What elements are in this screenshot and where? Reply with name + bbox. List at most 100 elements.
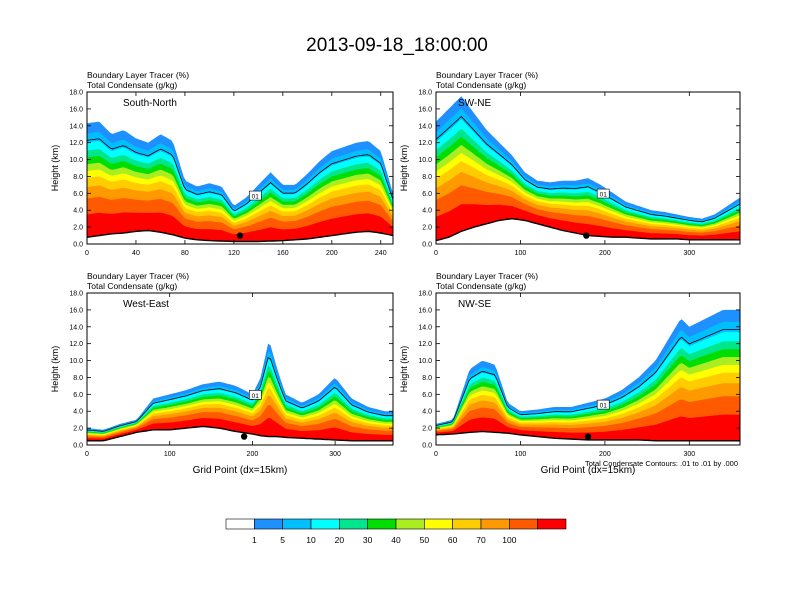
y-tick-label: 10.0: [69, 358, 83, 365]
y-tick-label: 2.0: [422, 426, 432, 433]
colorbar-label: 10: [306, 535, 316, 545]
colorbar-label: 100: [502, 535, 516, 545]
y-tick-label: 18.0: [418, 90, 432, 97]
y-tick-label: 10.0: [69, 157, 83, 164]
y-tick-label: 6.0: [422, 392, 432, 399]
plot-area: 01: [87, 92, 393, 244]
y-tick-label: 8.0: [422, 174, 432, 181]
colorbar-swatch: [480, 518, 510, 530]
condensate-contour: [87, 356, 393, 432]
panels: 01 0.0 2.0 4.0 6.0 8.0 10.0 12.0 14.0 16.0 18.0 0 40…: [50, 70, 741, 476]
x-tick-label: 0: [85, 250, 89, 257]
y-tick-label: 18.0: [418, 291, 432, 298]
x-tick-label: 40: [132, 250, 140, 257]
panel-3: 01 0.0 2.0 4.0 6.0 8.0 10.0 12.0 14.0 16.0 18.0 0 10…: [399, 271, 741, 476]
panel-1: 01 0.0 2.0 4.0 6.0 8.0 10.0 12.0 14.0 16.0 18.0 0 10…: [399, 70, 741, 257]
location-marker: [236, 232, 244, 239]
y-tick-label: 2.0: [73, 426, 83, 433]
y-tick-label: 4.0: [422, 409, 432, 416]
contour-label-box: [249, 390, 262, 400]
y-tick-label: 16.0: [69, 106, 83, 113]
y-tick-label: 14.0: [418, 123, 432, 130]
y-tick-label: 16.0: [418, 106, 432, 113]
y-tick-label: 6.0: [73, 191, 83, 198]
y-tick-label: 16.0: [418, 307, 432, 314]
y-tick-label: 2.0: [73, 225, 83, 232]
y-tick-label: 12.0: [418, 140, 432, 147]
plot-frame: [435, 292, 741, 446]
x-tick-label: 200: [599, 250, 611, 257]
colorbar-swatch: [395, 518, 425, 530]
contour-label: 01: [252, 194, 260, 201]
terrain: [436, 218, 740, 244]
location-marker: [240, 433, 248, 440]
colorbar-swatch: [537, 518, 567, 530]
x-axis-label: Grid Point (dx=15km): [541, 465, 636, 476]
shading-band-0: [87, 212, 393, 242]
y-tick-label: 6.0: [73, 392, 83, 399]
terrain: [436, 431, 740, 445]
panel-label: SW-NE: [458, 98, 491, 109]
figure-title: 2013-09-18_18:00:00: [306, 35, 488, 56]
colorbar-label: 5: [280, 535, 285, 545]
plot-area: 01: [436, 92, 740, 244]
x-tick-label: 240: [375, 250, 387, 257]
colorbar-label: 20: [335, 535, 345, 545]
colorbar-label: 60: [448, 535, 458, 545]
y-tick-label: 4.0: [73, 409, 83, 416]
x-tick-label: 100: [515, 451, 527, 458]
colorbar-label: 1: [252, 535, 257, 545]
y-tick-label: 0.0: [73, 242, 83, 249]
y-tick-label: 8.0: [73, 174, 83, 181]
panel-2: 01 0.0 2.0 4.0 6.0 8.0 10.0 12.0 14.0 16.0 18.0 0 10…: [50, 271, 394, 476]
shading-band-1: [436, 185, 740, 241]
x-tick-label: 160: [277, 250, 289, 257]
y-tick-label: 0.0: [422, 242, 432, 249]
y-tick-label: 4.0: [422, 208, 432, 215]
y-tick-label: 10.0: [418, 358, 432, 365]
panel-label: West-East: [123, 299, 169, 310]
y-axis-label: Height (km): [399, 145, 409, 192]
condensate-contour: [436, 329, 740, 426]
y-tick-label: 14.0: [69, 324, 83, 331]
y-tick-label: 0.0: [73, 443, 83, 450]
panel-title-line2: Total Condensate (g/kg): [87, 281, 177, 291]
colorbar-swatch: [310, 518, 340, 530]
y-tick-label: 18.0: [69, 291, 83, 298]
panel-title-line1: Boundary Layer Tracer (%): [436, 271, 538, 281]
y-tick-label: 8.0: [422, 375, 432, 382]
panel-title-line1: Boundary Layer Tracer (%): [87, 70, 189, 80]
panel-title-line1: Boundary Layer Tracer (%): [87, 271, 189, 281]
y-tick-label: 14.0: [69, 123, 83, 130]
plot-frame: [86, 91, 394, 245]
x-tick-label: 100: [515, 250, 527, 257]
plot-frame: [86, 292, 394, 446]
x-tick-label: 200: [599, 451, 611, 458]
y-tick-label: 4.0: [73, 208, 83, 215]
plot-area: 01: [87, 293, 393, 445]
terrain-outline: [87, 425, 393, 442]
y-tick-label: 6.0: [422, 191, 432, 198]
panel-label: South-North: [123, 98, 177, 109]
x-tick-label: 200: [247, 451, 259, 458]
shading-band-0: [436, 204, 740, 241]
location-marker: [584, 433, 592, 440]
colorbar-swatch: [254, 518, 283, 530]
y-tick-label: 2.0: [422, 225, 432, 232]
contour-label: 01: [600, 192, 608, 199]
y-tick-label: 12.0: [418, 341, 432, 348]
panel-title-line2: Total Condensate (g/kg): [436, 80, 526, 90]
contour-label: 01: [600, 403, 608, 410]
contour-label: 01: [252, 393, 260, 400]
colorbar-swatch: [282, 518, 312, 530]
terrain-outline: [436, 430, 740, 442]
contour-label-box: [596, 399, 610, 410]
terrain: [87, 426, 393, 445]
panel-label: NW-SE: [458, 299, 491, 310]
contour-footnote: Total Condensate Contours: .01 to .01 by…: [585, 459, 738, 468]
plot-area: 01: [436, 293, 740, 445]
contour-label-box: [249, 190, 262, 201]
y-axis-label: Height (km): [50, 346, 60, 393]
y-tick-label: 0.0: [422, 443, 432, 450]
shading-band-0: [87, 417, 393, 441]
